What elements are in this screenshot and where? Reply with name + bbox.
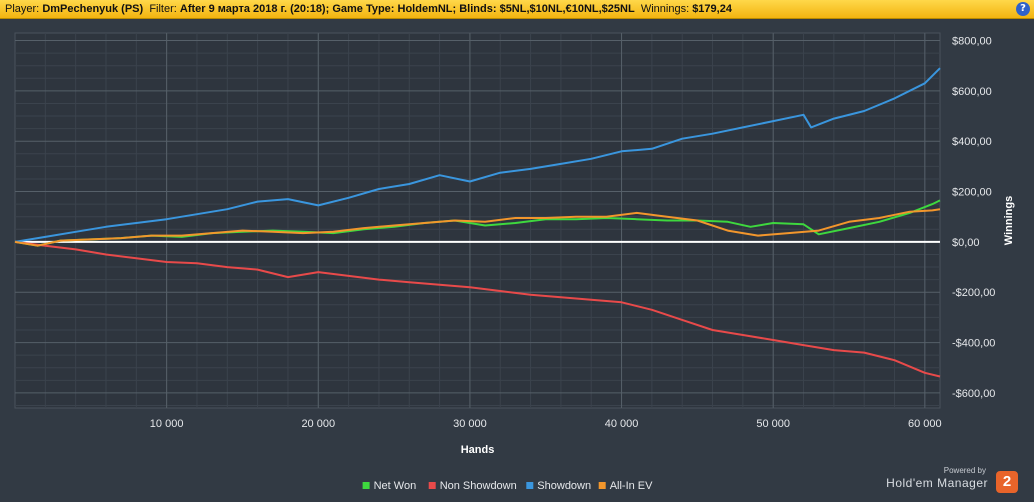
x-tick-label: 30 000: [453, 418, 487, 430]
x-axis-label: Hands: [461, 444, 495, 456]
y-tick-label: -$600,00: [952, 388, 995, 400]
header-text: Player: DmPechenyuk (PS) Filter: After 9…: [5, 0, 732, 18]
legend: Net Won Non Showdown Showdown All-In EV: [362, 480, 653, 492]
hm2-logo-badge: 2: [996, 471, 1018, 493]
legend-swatch: [598, 482, 606, 489]
series-line-non-showdown: [14, 240, 941, 378]
y-tick-label: $400,00: [952, 136, 992, 148]
x-tick-label: 40 000: [605, 418, 639, 430]
series-line-all-in-ev: [14, 208, 941, 247]
player-label: Player:: [5, 3, 40, 15]
legend-label: Net Won: [374, 480, 417, 492]
filter-label: Filter:: [149, 3, 177, 15]
product-name: Hold'em Manager: [886, 476, 988, 490]
winnings-label: Winnings:: [640, 3, 690, 15]
x-tick-label: 50 000: [756, 418, 790, 430]
help-icon[interactable]: ?: [1016, 2, 1030, 16]
winnings-chart: 10 000 20 000 30 000 40 000 50 000 60 000 $800…: [14, 32, 1015, 492]
x-tick-label: 20 000: [301, 418, 335, 430]
branding: Powered by Hold'em Manager 2: [886, 466, 1026, 496]
x-tick-label: 60 000: [908, 418, 942, 430]
legend-swatch: [362, 482, 370, 489]
y-tick-label: -$400,00: [952, 338, 995, 350]
legend-swatch: [526, 482, 534, 489]
legend-label: Showdown: [537, 480, 591, 492]
y-tick-label: $0,00: [952, 237, 980, 249]
legend-label: Non Showdown: [440, 480, 517, 492]
player-value: DmPechenyuk (PS): [42, 3, 144, 15]
y-tick-label: -$200,00: [952, 287, 995, 299]
winnings-value: $179,24: [692, 3, 732, 15]
x-tick-label: 10 000: [150, 418, 184, 430]
legend-swatch: [428, 482, 436, 489]
y-axis-label: Winnings: [1003, 196, 1015, 245]
filter-value: After 9 марта 2018 г. (20:18); Game Type…: [179, 3, 635, 15]
powered-by-text: Powered by: [943, 466, 986, 475]
legend-label: All-In EV: [610, 480, 653, 492]
y-tick-label: $600,00: [952, 86, 992, 98]
header-bar: Player: DmPechenyuk (PS) Filter: After 9…: [0, 0, 1034, 19]
y-tick-label: $200,00: [952, 187, 992, 199]
series-line-showdown: [14, 67, 941, 243]
y-tick-label: $800,00: [952, 36, 992, 48]
